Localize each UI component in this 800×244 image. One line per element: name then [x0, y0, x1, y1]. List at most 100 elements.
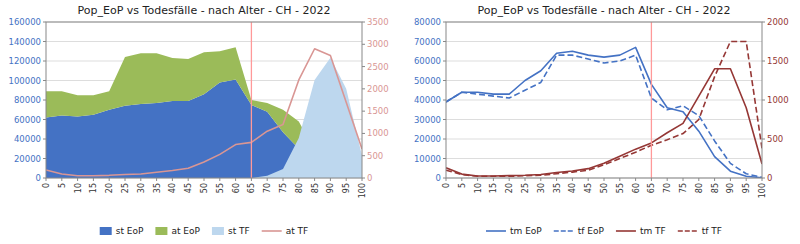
chart-panel: Pop_EoP vs Todesfälle - nach Alter - CH …: [9, 4, 389, 236]
tick-label: 80: [295, 183, 304, 193]
tick: [235, 178, 236, 181]
tick-label: 500: [767, 134, 783, 144]
tick: [362, 88, 365, 89]
plot-frame: [46, 22, 362, 178]
tick: [362, 111, 365, 112]
legend-label: tm TF: [640, 226, 666, 236]
grid-line: [446, 41, 762, 42]
tick: [762, 178, 763, 181]
reference-line: [651, 22, 652, 178]
tick-label: 65: [647, 183, 656, 193]
figure: Pop_EoP vs Todesfälle - nach Alter - CH …: [0, 0, 800, 244]
tick: [362, 178, 363, 181]
legend-swatch: [678, 230, 698, 232]
tick: [125, 178, 126, 181]
tick: [251, 178, 252, 181]
tick-label: 0: [442, 183, 451, 188]
tick: [588, 178, 589, 181]
line: [446, 55, 762, 177]
tick-label: 85: [311, 183, 320, 193]
tick-label: 30: [137, 183, 146, 193]
tick: [762, 61, 765, 62]
tick: [556, 178, 557, 181]
tick-label: 20000: [14, 154, 41, 164]
grid-line: [446, 100, 762, 101]
tick: [362, 155, 365, 156]
area: [46, 58, 362, 178]
tick: [188, 178, 189, 181]
tick: [443, 100, 446, 101]
tick: [698, 178, 699, 181]
legend-item: st EoP: [100, 226, 144, 236]
legend-label: st EoP: [116, 226, 144, 236]
tick-label: 15: [489, 183, 498, 193]
tick-label: 20: [505, 183, 514, 193]
tick: [762, 22, 765, 23]
tick: [493, 178, 494, 181]
tick: [330, 178, 331, 181]
tick: [77, 178, 78, 181]
tick: [314, 178, 315, 181]
legend-label: at TF: [286, 226, 309, 236]
tick-label: 25: [521, 183, 530, 193]
tick-label: 1000: [767, 95, 789, 105]
tick-label: 100: [358, 183, 367, 198]
legend-swatch: [554, 230, 574, 232]
tick: [362, 22, 365, 23]
tick: [43, 139, 46, 140]
chart-title: Pop_EoP vs Todesfälle - nach Alter - CH …: [478, 4, 731, 17]
tick: [446, 178, 447, 181]
tick-label: 85: [711, 183, 720, 193]
tick: [443, 22, 446, 23]
tick: [140, 178, 141, 181]
tick: [762, 139, 765, 140]
grid-line: [446, 158, 762, 159]
tick: [93, 178, 94, 181]
tick: [509, 178, 510, 181]
tick: [43, 41, 46, 42]
tick-label: 20: [105, 183, 114, 193]
tick-label: 10000: [414, 154, 441, 164]
tick-label: 80: [695, 183, 704, 193]
tick: [619, 178, 620, 181]
tick-label: 60: [632, 183, 641, 193]
legend-item: tm TF: [616, 226, 666, 236]
tick-label: 10: [474, 183, 483, 193]
tick-label: 70000: [414, 37, 441, 47]
tick-label: 3000: [367, 39, 389, 49]
tick: [43, 22, 46, 23]
tick: [651, 178, 652, 181]
tick-label: 70: [663, 183, 672, 193]
legend-label: at EoP: [171, 226, 200, 236]
tick-label: 0: [36, 173, 41, 183]
legend-item: at EoP: [155, 226, 200, 236]
tick: [362, 44, 365, 45]
tick: [219, 178, 220, 181]
tick: [43, 119, 46, 120]
tick-label: 100: [758, 183, 767, 198]
tick-label: 45: [184, 183, 193, 193]
tick-label: 90: [726, 183, 735, 193]
tick-label: 3500: [367, 17, 389, 27]
tick-label: 40: [568, 183, 577, 193]
tick: [443, 139, 446, 140]
tick: [635, 178, 636, 181]
tick-label: 80000: [14, 95, 41, 105]
tick: [298, 178, 299, 181]
tick-label: 0: [367, 173, 372, 183]
tick: [443, 158, 446, 159]
tick: [43, 100, 46, 101]
tick: [443, 80, 446, 81]
legend-label: tf EoP: [578, 226, 605, 236]
tick-label: 5: [58, 183, 67, 188]
tick-label: 55: [216, 183, 225, 193]
plot-area: [46, 22, 362, 178]
grid-line: [446, 119, 762, 120]
tick: [443, 119, 446, 120]
tick: [172, 178, 173, 181]
tick-label: 75: [279, 183, 288, 193]
legend-item: st TF: [212, 226, 250, 236]
tick-label: 2000: [367, 84, 389, 94]
tick: [156, 178, 157, 181]
tick-label: 35: [553, 183, 562, 193]
